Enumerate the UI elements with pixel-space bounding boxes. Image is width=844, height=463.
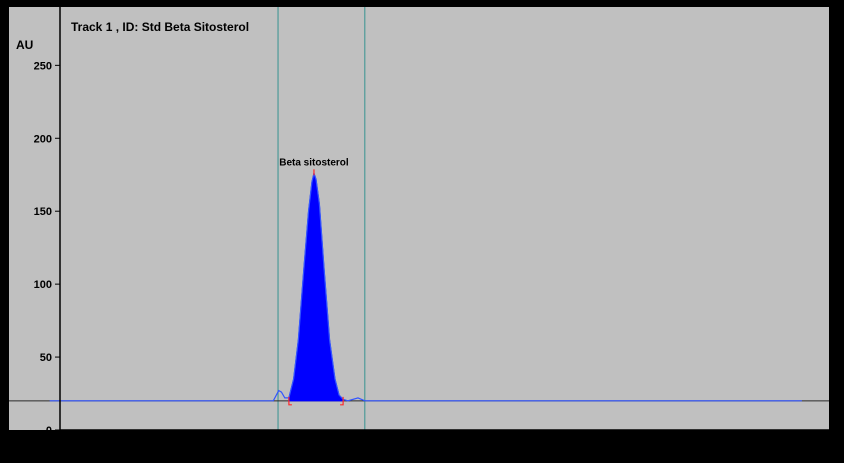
peak-end-bracket: [340, 396, 344, 406]
chart-title: Track 1 , ID: Std Beta Sitosterol: [71, 20, 249, 34]
x-tick-label: 0.08: [605, 437, 626, 449]
y-axis-label: AU: [16, 38, 33, 52]
plot-background: [9, 7, 829, 430]
x-tick-label: 1.00: [740, 437, 761, 449]
x-axis-label: Rf: [820, 434, 834, 448]
x-tick-label: 0.04: [334, 437, 356, 449]
y-tick-label: 200: [34, 133, 52, 145]
x-tick-label: 0.06: [469, 437, 490, 449]
x-tick-label: 0.00: [63, 437, 84, 449]
y-tick-label: 50: [40, 352, 52, 364]
peak-start-bracket: [288, 396, 292, 406]
peak-label: Beta sitosterol: [279, 157, 349, 168]
y-tick-label: 100: [34, 279, 52, 291]
y-tick-label: 250: [34, 60, 52, 72]
y-tick-label: 0: [46, 425, 52, 437]
x-tick-label: 0.02: [198, 437, 219, 449]
series-line: [49, 171, 802, 402]
y-tick-label: 150: [34, 206, 52, 218]
